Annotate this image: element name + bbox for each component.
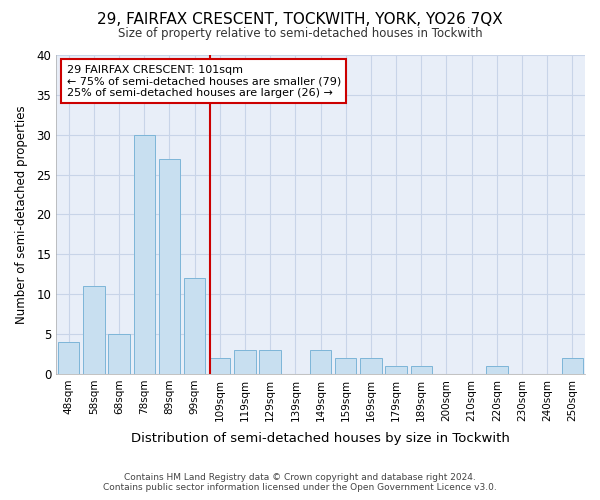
Bar bbox=[360, 358, 382, 374]
Y-axis label: Number of semi-detached properties: Number of semi-detached properties bbox=[15, 105, 28, 324]
Bar bbox=[486, 366, 508, 374]
Text: Contains HM Land Registry data © Crown copyright and database right 2024.
Contai: Contains HM Land Registry data © Crown c… bbox=[103, 473, 497, 492]
Bar bbox=[562, 358, 583, 374]
Bar bbox=[159, 158, 180, 374]
Text: 29, FAIRFAX CRESCENT, TOCKWITH, YORK, YO26 7QX: 29, FAIRFAX CRESCENT, TOCKWITH, YORK, YO… bbox=[97, 12, 503, 28]
Bar bbox=[385, 366, 407, 374]
Bar bbox=[58, 342, 79, 374]
Bar bbox=[134, 134, 155, 374]
Bar bbox=[410, 366, 432, 374]
X-axis label: Distribution of semi-detached houses by size in Tockwith: Distribution of semi-detached houses by … bbox=[131, 432, 510, 445]
Bar bbox=[209, 358, 230, 374]
Bar bbox=[184, 278, 205, 374]
Bar bbox=[234, 350, 256, 374]
Bar bbox=[310, 350, 331, 374]
Bar bbox=[259, 350, 281, 374]
Text: Size of property relative to semi-detached houses in Tockwith: Size of property relative to semi-detach… bbox=[118, 28, 482, 40]
Bar bbox=[109, 334, 130, 374]
Bar bbox=[335, 358, 356, 374]
Text: 29 FAIRFAX CRESCENT: 101sqm
← 75% of semi-detached houses are smaller (79)
25% o: 29 FAIRFAX CRESCENT: 101sqm ← 75% of sem… bbox=[67, 64, 341, 98]
Bar bbox=[83, 286, 104, 374]
